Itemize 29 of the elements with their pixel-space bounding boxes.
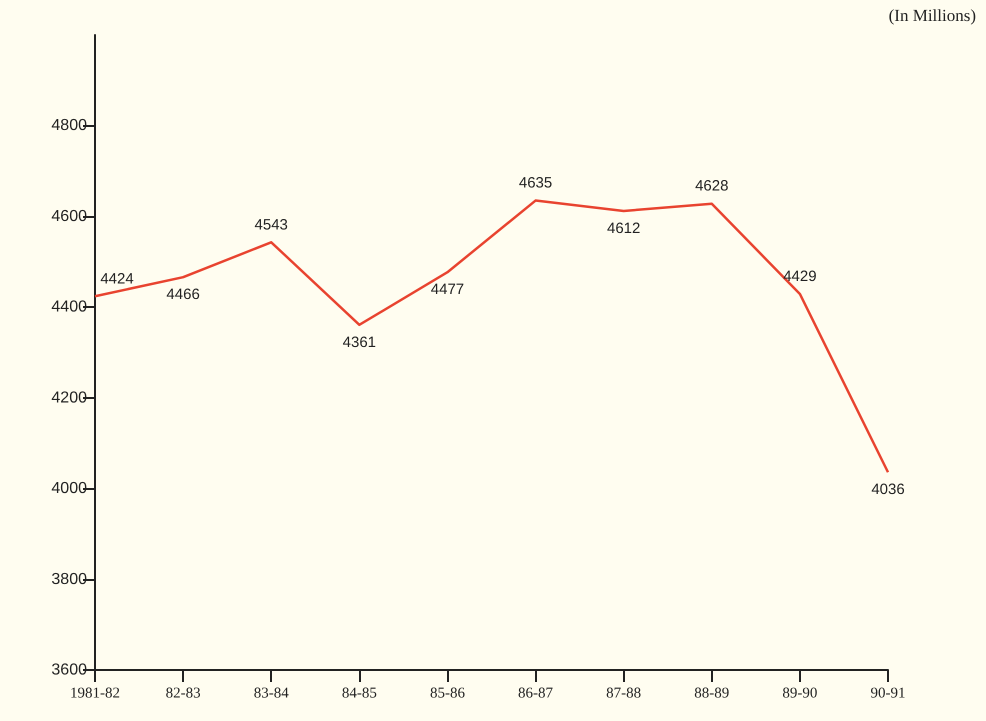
- y-tick-label: 4600: [51, 208, 88, 225]
- y-tick-label: 4200: [51, 389, 88, 406]
- y-tick-label: 4800: [51, 117, 88, 134]
- data-label: 4628: [695, 178, 728, 195]
- data-label: 4424: [100, 270, 134, 288]
- data-label: 4036: [871, 481, 905, 498]
- y-axis-title: (In Millions): [888, 6, 976, 25]
- x-tick-label: 1981-82: [70, 686, 120, 702]
- x-tick-label: 90-91: [870, 686, 906, 702]
- x-tick-label: 84-85: [342, 686, 377, 702]
- x-tick-label: 86-87: [518, 686, 554, 702]
- data-label: 4543: [254, 216, 288, 234]
- data-label: 4466: [166, 286, 200, 304]
- x-tick-label: 82-83: [166, 686, 201, 702]
- y-tick-label: 4400: [51, 298, 88, 316]
- data-label: 4429: [783, 268, 817, 285]
- y-tick-label: 4000: [51, 480, 88, 498]
- data-label: 4477: [430, 281, 464, 298]
- x-tick-label: 89-90: [782, 686, 818, 702]
- x-tick-label: 87-88: [606, 686, 642, 702]
- line-series: [94, 199, 890, 474]
- data-label: 4612: [606, 220, 640, 237]
- x-tick-label: 85-86: [430, 686, 466, 702]
- data-label: 4361: [342, 334, 376, 351]
- y-tick-label: 3600: [51, 662, 88, 678]
- x-tick-label: 83-84: [254, 686, 290, 702]
- x-tick-label: 88-89: [694, 686, 730, 702]
- y-tick-label: 3800: [51, 570, 88, 588]
- data-label: 4635: [518, 174, 552, 192]
